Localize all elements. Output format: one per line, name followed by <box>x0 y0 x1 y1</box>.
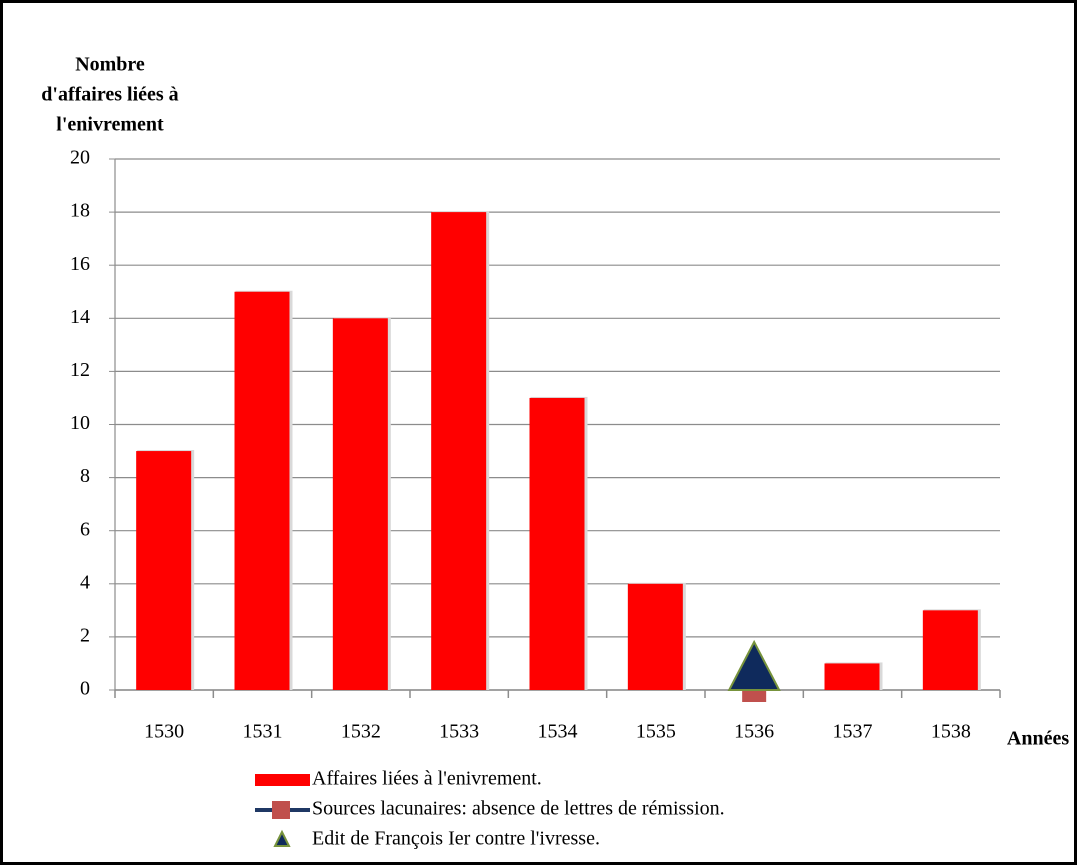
y-tick-label: 4 <box>80 571 90 593</box>
legend-label: Affaires liées à l'enivrement. <box>312 768 542 790</box>
y-tick-label: 2 <box>80 624 90 646</box>
y-axis-title: Nombre <box>75 54 145 76</box>
y-tick-label: 8 <box>80 465 90 487</box>
bar <box>824 663 880 690</box>
y-tick-label: 10 <box>70 412 90 434</box>
bar <box>922 610 978 690</box>
triangle-marker <box>727 639 781 691</box>
legend-swatch <box>255 774 310 786</box>
bar <box>431 212 487 690</box>
legend-swatch <box>272 801 290 819</box>
y-tick-label: 14 <box>70 306 90 328</box>
bar <box>627 583 683 690</box>
legend-label: Edit de François Ier contre l'ivresse. <box>312 828 600 850</box>
legend-label: Sources lacunaires: absence de lettres d… <box>312 798 725 820</box>
x-tick-label: 1537 <box>833 721 873 743</box>
x-tick-label: 1535 <box>636 721 676 743</box>
y-tick-label: 12 <box>70 359 90 381</box>
bar <box>136 451 192 690</box>
y-tick-label: 6 <box>80 518 90 540</box>
y-tick-label: 16 <box>70 253 90 275</box>
x-tick-label: 1533 <box>439 721 479 743</box>
x-tick-label: 1530 <box>144 721 184 743</box>
legend-swatch <box>273 829 291 847</box>
x-tick-label: 1536 <box>734 721 774 743</box>
bar <box>529 397 585 690</box>
y-axis-title: d'affaires liées à <box>41 84 178 106</box>
x-tick-label: 1534 <box>538 721 578 743</box>
x-tick-label: 1531 <box>243 721 283 743</box>
x-axis-title: Années <box>1007 728 1069 750</box>
y-tick-label: 0 <box>80 678 90 700</box>
bar <box>234 291 290 690</box>
y-axis-title: l'enivrement <box>56 114 164 136</box>
y-tick-label: 18 <box>70 200 90 222</box>
x-tick-label: 1532 <box>341 721 381 743</box>
y-tick-label: 20 <box>70 147 90 169</box>
bar <box>332 318 388 690</box>
x-tick-label: 1538 <box>931 721 971 743</box>
